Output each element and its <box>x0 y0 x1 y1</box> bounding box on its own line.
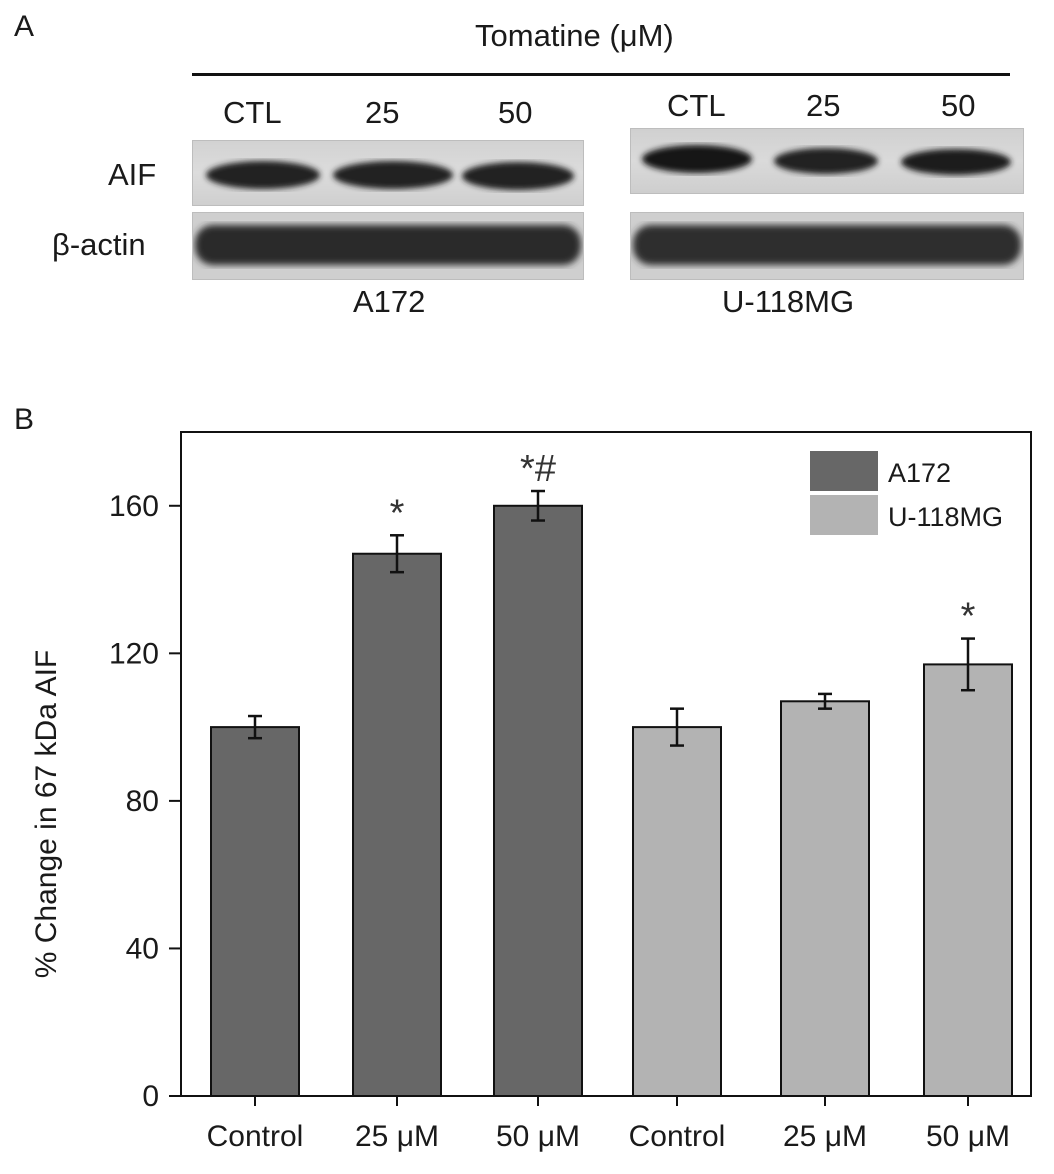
x-tick-label-2: 50 μM <box>496 1120 580 1153</box>
bar-1 <box>353 554 441 1096</box>
bars-layer: * *# * <box>211 448 1012 1096</box>
significance-label-1: * <box>390 492 405 534</box>
y-tick-label-0: 0 <box>142 1080 159 1113</box>
significance-label-2: *# <box>520 448 556 490</box>
legend: A172 U-118MG <box>810 451 1003 535</box>
x-tick-label-1: 25 μM <box>355 1120 439 1153</box>
bar-2 <box>494 506 582 1096</box>
x-tick-label-0: Control <box>207 1120 304 1153</box>
bar-3 <box>633 727 721 1096</box>
bar-4 <box>781 701 869 1096</box>
y-tick-label-2: 80 <box>126 785 159 818</box>
legend-label-1: U-118MG <box>888 502 1003 532</box>
legend-label-0: A172 <box>888 458 951 488</box>
bar-0 <box>211 727 299 1096</box>
x-tick-label-3: Control <box>629 1120 726 1153</box>
y-tick-label-1: 40 <box>126 932 159 965</box>
bar-5 <box>924 664 1012 1096</box>
y-tick-label-3: 120 <box>109 637 159 670</box>
significance-label-5: * <box>961 596 976 638</box>
legend-swatch-1 <box>810 495 878 535</box>
y-tick-label-4: 160 <box>109 490 159 523</box>
x-tick-label-4: 25 μM <box>783 1120 867 1153</box>
legend-swatch-0 <box>810 451 878 491</box>
x-tick-label-5: 50 μM <box>926 1120 1010 1153</box>
y-axis-title: % Change in 67 kDa AIF <box>30 650 63 979</box>
